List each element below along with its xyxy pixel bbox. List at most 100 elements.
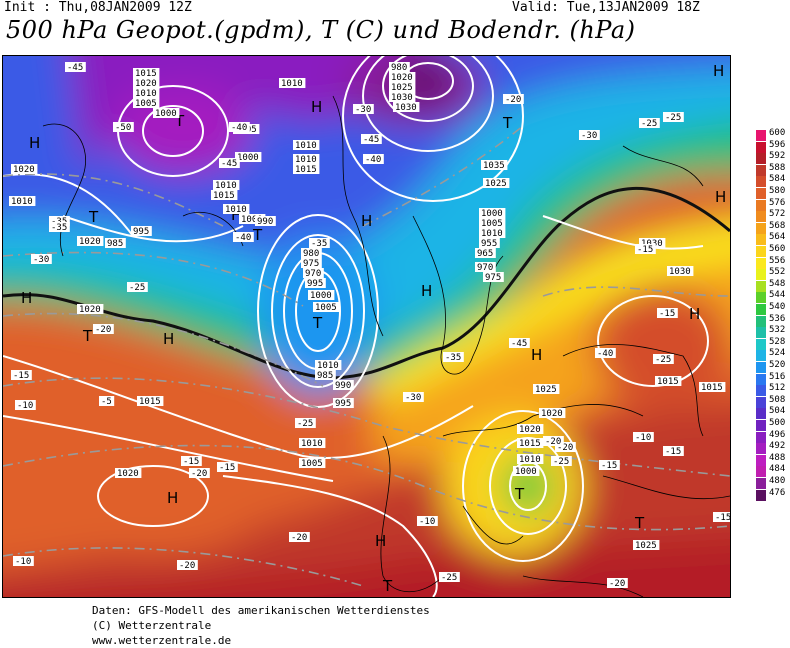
footer: Daten: GFS-Modell des amerikanischen Wet…	[92, 603, 430, 648]
isobar-label-box	[333, 380, 354, 390]
isobar-label-box	[301, 248, 322, 258]
isotherm-label: -10	[419, 517, 435, 527]
isotherm-label: -35	[51, 223, 67, 233]
legend-swatch	[756, 222, 766, 234]
isotherm-label: -25	[297, 419, 313, 429]
legend-label: 476	[769, 487, 786, 498]
isotherm-label-box	[93, 324, 114, 334]
legend-level: 532	[752, 325, 790, 339]
legend-label: 560	[769, 244, 786, 254]
init-time: Init : Thu,08JAN2009 12Z	[4, 0, 192, 15]
low-symbol: T	[312, 314, 323, 332]
isobar-label-box	[479, 218, 506, 228]
legend-level: 476	[752, 487, 790, 501]
legend-label: 556	[769, 255, 786, 266]
high-symbol: H	[29, 134, 40, 152]
isobar-label: 1025	[535, 385, 557, 395]
isotherm-label-box	[607, 578, 628, 588]
legend-level: 548	[752, 279, 790, 292]
legend-swatch	[756, 396, 766, 408]
legend-swatch	[756, 454, 766, 466]
isotherm-label: -45	[363, 135, 379, 145]
isotherms	[3, 125, 730, 587]
legend-level: 492	[752, 441, 790, 455]
legend-label: 532	[769, 325, 786, 336]
isotherm-label-box	[595, 348, 616, 358]
legend-level: 544	[752, 290, 790, 304]
isobar-label: 1005	[301, 459, 323, 469]
isotherm-label-box	[417, 516, 438, 526]
isobar-label-box	[517, 438, 544, 448]
legend-label: 568	[769, 220, 786, 231]
legend-swatch	[756, 292, 766, 304]
isotherm-label: -10	[15, 557, 31, 567]
legend-label: 492	[769, 441, 786, 452]
isotherm-label-box	[31, 254, 52, 264]
isobar-label-box	[293, 154, 320, 164]
isobar-label: 965	[477, 249, 493, 259]
legend-label: 588	[769, 162, 786, 173]
map-title: 500 hPa Geopot.(gpdm), T (C) und Bodendr…	[6, 16, 636, 44]
legend-swatch	[756, 164, 766, 176]
isotherm-label: -15	[601, 461, 617, 471]
isotherm-label: -15	[637, 245, 653, 255]
isobar-label-box	[389, 92, 416, 102]
isobar-label-box	[133, 68, 160, 78]
isotherm-label-box	[633, 432, 654, 442]
isobar-label-box	[11, 164, 38, 174]
isotherm-label-box	[443, 352, 464, 362]
isotherm-label-box	[229, 122, 250, 132]
isobar-label-box	[393, 102, 420, 112]
isobar-label: 1010	[295, 141, 317, 151]
high-symbol: H	[231, 206, 242, 224]
isobar-label: 1000	[241, 215, 263, 225]
legend-swatch	[756, 362, 766, 373]
isotherm-label: -40	[235, 233, 251, 243]
legend-level: 564	[752, 232, 790, 246]
isobar-label: 1035	[483, 161, 505, 171]
isobar-label-box	[131, 226, 152, 236]
isobar-label-box	[389, 82, 416, 92]
legend-level: 556	[752, 255, 790, 269]
isobar-label-box	[483, 178, 510, 188]
isobar-label: 970	[305, 269, 321, 279]
weather-map[interactable]: H T H H T H T H T H H H T H H T H H H T …	[2, 55, 731, 598]
isotherm-label: -10	[635, 433, 651, 443]
legend-level: 596	[752, 140, 790, 153]
isobar-label-box	[517, 424, 544, 434]
isobar-label-box	[533, 384, 560, 394]
isotherm-label-box	[181, 456, 202, 466]
isobar-label: 1020	[519, 425, 541, 435]
legend-label: 564	[769, 232, 786, 243]
legend-level: 512	[752, 383, 790, 397]
isotherm-label: -15	[659, 309, 675, 319]
isobar-label-box	[483, 272, 504, 282]
isobar-label: 1010	[11, 197, 33, 207]
high-symbol: H	[375, 532, 386, 550]
isotherm-label: -25	[655, 355, 671, 365]
legend-swatch	[756, 478, 766, 489]
isotherm-label: -25	[553, 457, 569, 467]
isobar-label: 975	[303, 259, 319, 269]
isotherm-label: -20	[179, 561, 195, 571]
low-symbol: T	[88, 208, 99, 226]
isotherm-label: -50	[115, 123, 131, 133]
isotherm-label-box	[219, 158, 240, 168]
isotherm-label-box	[15, 400, 36, 410]
legend-label: 504	[769, 406, 786, 417]
isotherm-label-box	[309, 238, 330, 248]
isotherm-label-box	[217, 462, 238, 472]
isobar-label-box	[213, 180, 240, 190]
isotherm-label: -20	[557, 443, 573, 453]
isotherm-label: -35	[445, 353, 461, 363]
isobar-label-box	[133, 98, 160, 108]
geopotential-fill	[3, 56, 730, 597]
isobar-label: 995	[335, 399, 351, 409]
legend-label: 528	[769, 336, 786, 347]
isotherm-label: -10	[17, 401, 33, 411]
legend-swatch	[756, 141, 766, 153]
isobar-label-box	[308, 290, 335, 300]
isobar-label: 1010	[295, 155, 317, 165]
isobar-label-box	[293, 164, 320, 174]
isotherm-label: -40	[231, 123, 247, 133]
